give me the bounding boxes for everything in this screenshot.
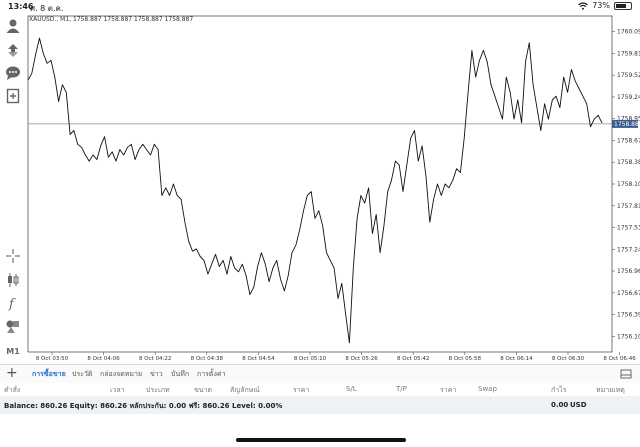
time-label: 8 Oct 03:50 [36,356,69,362]
timeframe-button[interactable]: M1 [6,346,20,356]
tab-settings[interactable]: การตั้งค่า [197,370,226,378]
battery-fill [616,3,627,8]
status-right: 73% [578,1,632,10]
tab-mailbox[interactable]: กล่องจดหมาย [100,370,143,378]
col-comment[interactable]: หมายเหตุ [596,386,625,394]
current-price-label: 1758.887 [614,121,640,128]
time-label: 8 Oct 06:30 [552,356,585,362]
col-tp[interactable]: T/P [396,385,407,393]
time-label: 8 Oct 04:06 [87,356,120,362]
time-label: 8 Oct 04:22 [139,356,171,362]
col-symbol[interactable]: สัญลักษณ์ [230,386,260,394]
time-label: 8 Oct 05:58 [449,356,482,362]
col-price[interactable]: ราคา [293,386,310,394]
price-label: 1756.105 [617,333,640,340]
new-order-button[interactable] [4,87,22,105]
function-icon: f [8,297,16,311]
price-label: 1758.385 [617,159,640,166]
time-label: 8 Oct 05:10 [294,356,327,362]
time-label: 8 Oct 05:26 [345,356,378,362]
trade-button[interactable] [4,41,22,59]
price-label: 1758.955 [617,116,640,123]
new-document-icon [6,88,20,104]
current-price-tag [612,119,638,128]
terminal-toggle-icon[interactable] [620,368,632,380]
time-label: 8 Oct 04:38 [191,356,224,362]
status-date: ศ. 8 ต.ค. [30,4,64,13]
shapes-icon [6,320,19,333]
price-label: 1758.100 [617,181,640,188]
tab-trade[interactable]: การซื้อขาย [32,370,66,378]
chart-frame [27,15,613,353]
candlestick-icon [8,273,19,287]
time-label: 8 Oct 05:42 [397,356,429,362]
col-profit[interactable]: กำไร [551,386,567,394]
battery-percent: 73% [592,1,610,10]
col-swap[interactable]: Swap [478,385,497,393]
chart-type-button[interactable] [4,271,22,289]
col-sl[interactable]: S/L [346,385,357,393]
price-line-series [27,37,603,344]
account-currency: USD [570,401,587,409]
home-indicator [236,438,406,442]
time-label: 8 Oct 06:14 [500,356,533,362]
user-icon [6,19,20,33]
price-label: 1759.240 [617,94,640,101]
price-label: 1759.810 [617,50,640,57]
price-label: 1756.960 [617,268,640,275]
add-button[interactable]: + [6,365,18,381]
left-toolbar: f M1 [0,14,26,364]
tab-history[interactable]: ประวัติ [72,370,93,378]
status-time: 13:46 [8,2,34,11]
objects-button[interactable] [4,317,22,335]
status-bar: 13:46 ศ. 8 ต.ค. 73% [0,0,640,14]
crosshair-icon [6,249,20,263]
price-label: 1760.095 [617,29,640,36]
battery-icon [614,1,632,10]
trade-arrows-icon [8,44,18,57]
price-label: 1757.245 [617,246,640,253]
col-time[interactable]: เวลา [110,386,125,394]
col-type[interactable]: ประเภท [146,386,170,394]
balance-row: Balance: 860.26 Equity: 860.26 หลักประกั… [0,396,640,414]
price-label: 1758.670 [617,137,640,144]
tab-news[interactable]: ข่าว [150,370,163,378]
price-label: 1756.675 [617,290,640,297]
balance-summary: Balance: 860.26 Equity: 860.26 หลักประกั… [4,402,283,410]
time-label: 8 Oct 04:54 [242,356,275,362]
price-label: 1757.530 [617,225,640,232]
account-button[interactable] [4,17,22,35]
svg-text:f: f [8,297,16,311]
crosshair-button[interactable] [4,247,22,265]
symbol-info: XAUUSD., M1, 1758.887 1758.887 1758.887 … [29,16,194,23]
price-label: 1757.815 [617,203,640,210]
tab-journal[interactable]: บันทึก [171,370,190,378]
col-current-price[interactable]: ราคา [440,386,457,394]
chat-icon [6,66,20,80]
price-label: 1759.525 [617,72,640,79]
order-columns: คำสั่ง เวลา ประเภท ขนาด สัญลักษณ์ ราคา S… [0,382,640,397]
wifi-icon [578,1,589,10]
total-profit: 0.00 [551,401,569,409]
price-chart[interactable]: 1760.095 1759.810 1759.525 1759.240 1758.955… [26,14,640,364]
chat-button[interactable] [4,64,22,82]
terminal-tabs: + การซื้อขาย ประวัติ กล่องจดหมาย ข่าว บั… [0,364,640,383]
col-volume[interactable]: ขนาด [194,386,213,394]
price-label: 1756.390 [617,312,640,319]
col-order[interactable]: คำสั่ง [4,386,21,394]
time-label: 8 Oct 06:46 [603,356,636,362]
indicators-button[interactable]: f [4,294,22,312]
